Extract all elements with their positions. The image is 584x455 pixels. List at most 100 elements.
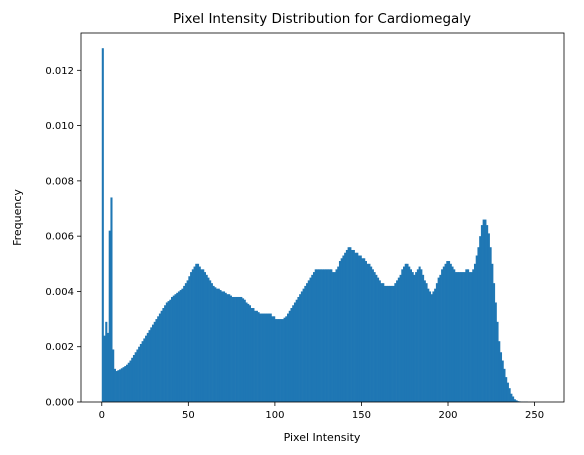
- histogram-bar: [373, 272, 376, 402]
- histogram-bar: [269, 313, 272, 402]
- plot-frame: [80, 32, 565, 403]
- x-tick-label: 100: [265, 410, 284, 421]
- histogram-bar: [370, 266, 373, 402]
- histogram-bar: [250, 308, 253, 402]
- histogram-bar: [418, 266, 421, 402]
- histogram-bar: [141, 341, 144, 402]
- histogram-bar: [110, 197, 113, 402]
- histogram-bar: [354, 252, 357, 402]
- histogram-bar: [228, 294, 231, 402]
- histogram-bar: [165, 302, 168, 402]
- histogram-bar: [207, 277, 210, 402]
- histogram-bar: [319, 269, 322, 402]
- histogram-bar: [191, 269, 194, 402]
- histogram-bar: [134, 352, 137, 402]
- histogram-bar: [465, 269, 468, 402]
- histogram-bar: [420, 269, 423, 402]
- histogram-bar: [482, 219, 485, 402]
- histogram-bar: [136, 349, 139, 402]
- histogram-bar: [273, 316, 276, 402]
- histogram-bar: [155, 319, 158, 402]
- histogram-bar: [254, 310, 257, 402]
- histogram-bar: [169, 299, 172, 402]
- histogram-bar: [387, 285, 390, 402]
- histogram-bar: [226, 294, 229, 402]
- histogram-bar: [264, 313, 267, 402]
- histogram-bar: [409, 269, 412, 402]
- histogram-bar: [460, 272, 463, 402]
- x-tick-label: 0: [99, 410, 105, 421]
- histogram-bar: [479, 236, 482, 402]
- histogram-bar: [113, 368, 116, 402]
- histogram-bar: [456, 272, 459, 402]
- histogram-bar: [202, 269, 205, 402]
- histogram-bar: [394, 283, 397, 402]
- histogram-bar: [517, 401, 520, 402]
- histogram-bar: [153, 321, 156, 402]
- histogram-bar: [285, 316, 288, 402]
- histogram-bar: [151, 324, 155, 402]
- y-axis-label: Frequency: [11, 189, 24, 246]
- histogram-bar: [505, 377, 508, 402]
- histogram-bar: [245, 302, 248, 402]
- histogram-bar: [451, 266, 454, 402]
- histogram-bar: [390, 285, 393, 402]
- histogram-bar: [434, 288, 437, 402]
- histogram-bar: [403, 266, 406, 402]
- histogram-bar: [432, 291, 435, 402]
- histogram-bar: [332, 272, 335, 402]
- histogram-bar: [222, 291, 226, 402]
- histogram-bar: [252, 308, 255, 402]
- histogram-bar: [231, 296, 234, 402]
- histogram-bar: [271, 316, 274, 402]
- histogram-bar: [342, 255, 345, 402]
- histogram-bar: [396, 280, 399, 402]
- histogram-bar: [349, 247, 352, 402]
- histogram-bar: [196, 263, 200, 402]
- histogram-bar: [138, 346, 141, 402]
- histogram-bar: [411, 272, 414, 402]
- histogram-bar: [157, 316, 160, 402]
- histogram-bar: [430, 294, 433, 402]
- histogram-bar: [297, 296, 300, 402]
- y-tick-label: 0.010: [45, 121, 74, 132]
- histogram-bar: [143, 338, 146, 402]
- histogram-bar: [127, 362, 130, 402]
- histogram-bar: [413, 274, 416, 402]
- histogram-bar: [177, 291, 181, 402]
- histogram-bar: [306, 283, 309, 402]
- histogram-bar: [181, 288, 184, 402]
- histogram-bar: [221, 291, 224, 402]
- histogram-bar: [117, 370, 120, 402]
- histogram-bar: [382, 283, 385, 402]
- histogram-bar: [276, 319, 279, 402]
- histogram-bar: [364, 261, 367, 402]
- histogram-bar: [242, 298, 245, 402]
- histogram-bar: [174, 294, 177, 402]
- histogram-bar: [274, 319, 277, 402]
- histogram-bar: [333, 272, 336, 402]
- histogram-bar: [406, 263, 409, 402]
- histogram-bar: [425, 283, 428, 402]
- histogram-bar: [496, 321, 499, 402]
- histogram-bar: [101, 48, 104, 402]
- histogram-bar: [131, 357, 134, 402]
- histogram-bar: [129, 360, 132, 402]
- histogram-bar: [300, 291, 303, 402]
- y-tick-label: 0.008: [45, 176, 74, 187]
- histogram-bar: [212, 285, 215, 402]
- histogram-bar: [503, 368, 506, 402]
- histogram-bar: [441, 269, 444, 402]
- histogram-bar: [210, 283, 213, 402]
- histogram-bar: [257, 312, 260, 402]
- histogram-bar: [179, 290, 182, 402]
- histogram-bar: [266, 313, 269, 402]
- histogram-bar: [475, 255, 478, 402]
- histogram-bar: [499, 352, 503, 402]
- histogram-bar: [108, 230, 111, 402]
- histogram-bar: [314, 269, 317, 402]
- histogram-bar: [392, 285, 395, 402]
- histogram-bar: [498, 341, 501, 402]
- histogram-bar: [214, 287, 217, 402]
- x-tick-label: 250: [525, 410, 544, 421]
